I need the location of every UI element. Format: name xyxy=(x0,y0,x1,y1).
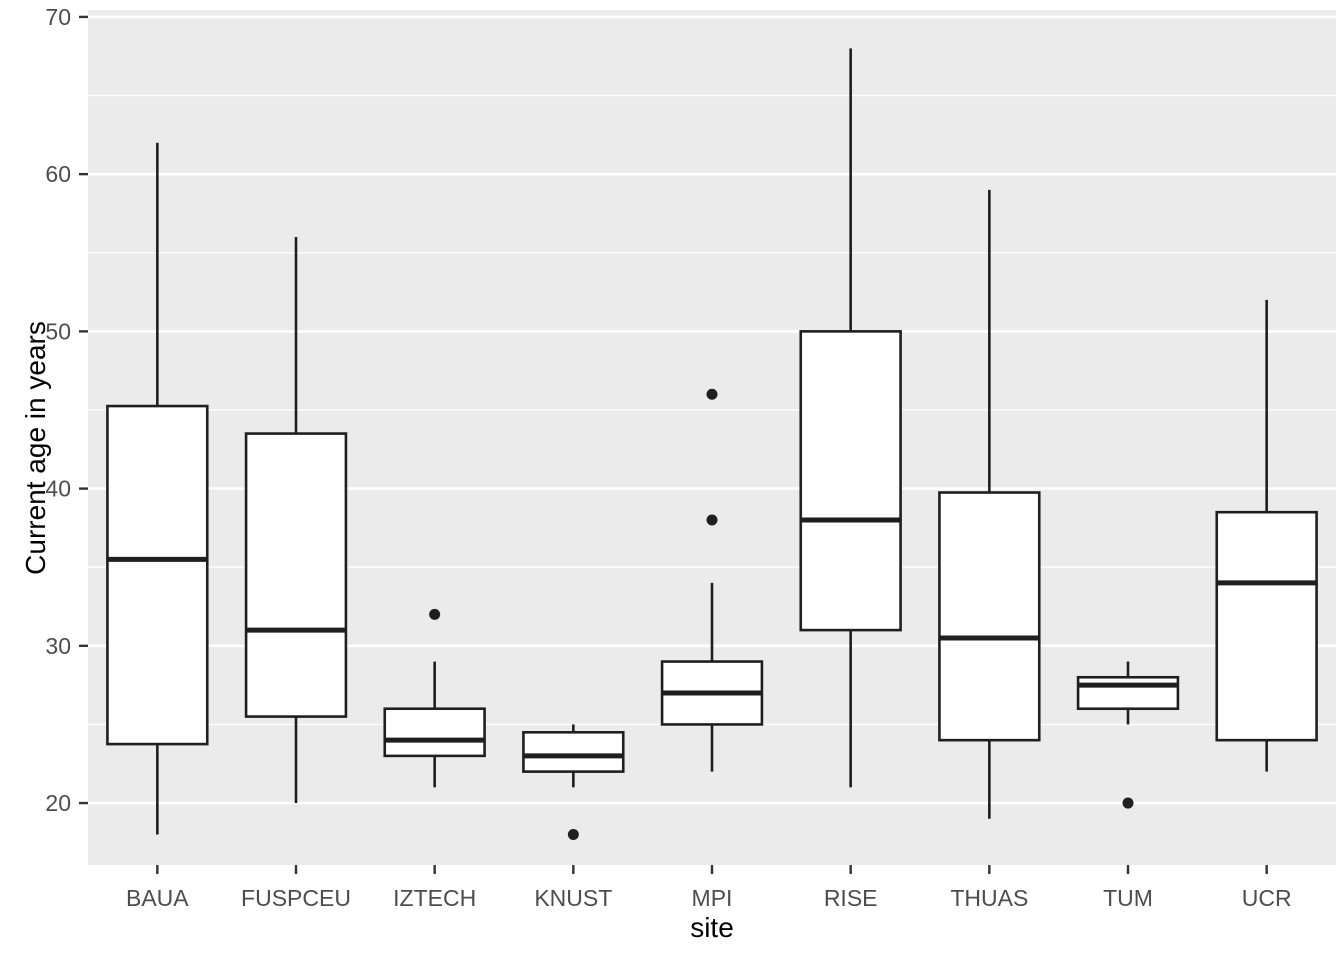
y-tick-label-50: 50 xyxy=(45,318,71,344)
x-tick-label-BAUA: BAUA xyxy=(126,885,189,911)
y-tick-label-20: 20 xyxy=(45,790,71,816)
y-tick-label-40: 40 xyxy=(45,476,71,502)
box-group-BAUA xyxy=(106,142,209,835)
x-tick-label-IZTECH: IZTECH xyxy=(393,885,476,911)
x-axis-title: site xyxy=(690,912,734,943)
box-group-FUSPCEU xyxy=(244,237,348,804)
iqr-box-FUSPCEU xyxy=(244,432,348,718)
iqr-box-IZTECH xyxy=(383,707,486,758)
outlier-MPI-46 xyxy=(706,388,718,400)
y-tick-label-60: 60 xyxy=(45,161,71,187)
y-tick-label-30: 30 xyxy=(45,633,71,659)
x-tick-label-UCR: UCR xyxy=(1242,885,1292,911)
x-tick-label-KNUST: KNUST xyxy=(534,885,612,911)
box-group-TUM xyxy=(1076,661,1180,809)
outlier-TUM-20 xyxy=(1122,797,1134,809)
box-group-RISE xyxy=(799,48,902,788)
x-tick-label-FUSPCEU: FUSPCEU xyxy=(241,885,351,911)
iqr-box-KNUST xyxy=(522,731,625,773)
box-group-IZTECH xyxy=(383,608,486,788)
iqr-box-THUAS xyxy=(938,491,1041,742)
box-group-UCR xyxy=(1215,299,1318,772)
x-tick-label-THUAS: THUAS xyxy=(950,885,1028,911)
outlier-MPI-38 xyxy=(706,514,718,526)
box-group-THUAS xyxy=(938,189,1041,819)
x-tick-label-MPI: MPI xyxy=(692,885,733,911)
x-tick-label-TUM: TUM xyxy=(1103,885,1153,911)
iqr-box-TUM xyxy=(1076,675,1180,711)
iqr-box-BAUA xyxy=(106,404,209,746)
y-axis-title: Current age in years xyxy=(20,321,51,575)
iqr-box-RISE xyxy=(799,330,902,632)
outlier-IZTECH-32 xyxy=(429,608,441,620)
box-group-MPI xyxy=(660,388,764,772)
iqr-box-UCR xyxy=(1215,510,1318,742)
y-tick-label-70: 70 xyxy=(45,4,71,30)
x-tick-label-RISE: RISE xyxy=(824,885,878,911)
outlier-KNUST-18 xyxy=(567,828,579,840)
box-group-KNUST xyxy=(522,724,625,840)
